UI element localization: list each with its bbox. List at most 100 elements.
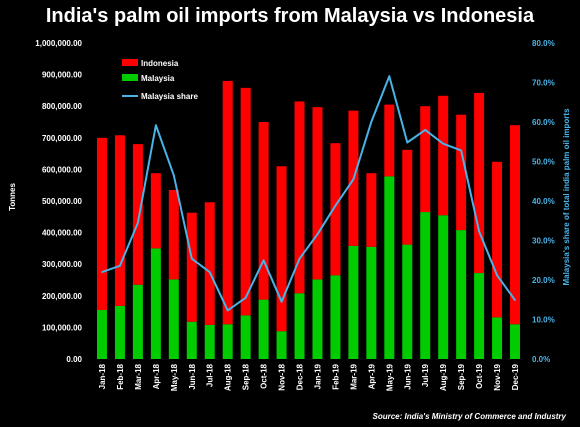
bar-indonesia — [312, 107, 323, 280]
y-tick-label: 700,000.00 — [42, 134, 83, 143]
y2-tick-label: 20.0% — [532, 276, 555, 285]
bar-malaysia — [96, 310, 107, 359]
point-malaysia-share — [388, 75, 391, 77]
y-tick-label: 500,000.00 — [42, 197, 83, 206]
bar-malaysia — [474, 273, 485, 359]
bar-indonesia — [474, 92, 485, 274]
y-tick-label: 0.00 — [66, 355, 82, 364]
x-tick-label: Feb-19 — [331, 363, 340, 389]
bar-indonesia — [240, 87, 251, 316]
bar-indonesia — [258, 122, 269, 300]
bar-indonesia — [438, 95, 449, 216]
bar-indonesia — [150, 173, 161, 249]
bar-malaysia — [348, 245, 359, 359]
y-tick-label: 400,000.00 — [42, 229, 83, 238]
bar-malaysia — [402, 244, 413, 359]
x-tick-label: Nov-18 — [278, 363, 287, 390]
x-tick-label: Aug-19 — [439, 363, 448, 391]
point-malaysia-share — [442, 142, 444, 145]
point-malaysia-share — [244, 296, 247, 299]
y-tick-label: 1,000,000.00 — [35, 39, 82, 48]
x-tick-label: Jan-18 — [98, 363, 107, 389]
bar-indonesia — [492, 161, 503, 318]
point-malaysia-share — [173, 174, 175, 177]
x-tick-label: Dec-19 — [511, 363, 520, 390]
point-malaysia-share — [280, 300, 283, 303]
point-malaysia-share — [298, 257, 301, 260]
x-tick-label: May-18 — [170, 363, 179, 391]
point-malaysia-share — [190, 257, 193, 260]
legend: Indonesia Malaysia Malaysia share — [122, 59, 198, 101]
bar-indonesia — [186, 212, 197, 322]
bar-malaysia — [438, 215, 449, 359]
point-malaysia-share — [352, 178, 355, 181]
bar-indonesia — [96, 137, 107, 311]
x-tick-label: Jun-18 — [188, 363, 197, 389]
bar-malaysia — [276, 331, 287, 359]
y-tick-label: 900,000.00 — [42, 71, 83, 80]
y2-tick-label: 30.0% — [532, 237, 555, 246]
bar-malaysia — [150, 248, 161, 359]
x-axis: Jan-18 Feb-18 Mar-18 Apr-18 May-18 Jun-18 Jul-… — [98, 363, 520, 391]
bar-malaysia — [240, 315, 251, 359]
point-malaysia-share — [137, 221, 139, 224]
y-axis-title: Tonnes — [8, 183, 17, 211]
bar-malaysia — [420, 212, 431, 359]
y2-tick-label: 50.0% — [532, 158, 555, 167]
bar-indonesia — [168, 189, 179, 280]
bar-indonesia — [132, 144, 143, 285]
legend-label-malaysia: Malaysia — [141, 74, 175, 83]
bar-indonesia — [510, 125, 521, 325]
bar-indonesia — [402, 149, 413, 245]
bar-indonesia — [456, 114, 467, 231]
bar-malaysia — [456, 230, 467, 359]
x-tick-label: Jul-18 — [206, 363, 215, 387]
x-tick-label: May-19 — [385, 363, 394, 391]
bar-malaysia — [258, 299, 269, 359]
point-malaysia-share — [316, 233, 319, 235]
y-tick-label: 600,000.00 — [42, 165, 83, 174]
y-tick-label: 200,000.00 — [42, 292, 83, 301]
bar-indonesia — [114, 135, 125, 306]
x-tick-label: Apr-18 — [152, 363, 161, 389]
y2-tick-label: 10.0% — [532, 316, 555, 325]
x-tick-label: Dec-18 — [296, 363, 305, 390]
bar-malaysia — [330, 275, 341, 359]
y-tick-label: 300,000.00 — [42, 260, 83, 269]
point-malaysia-share — [478, 230, 480, 233]
bar-malaysia — [186, 321, 197, 359]
bar-indonesia — [222, 80, 233, 325]
point-malaysia-share — [262, 259, 265, 262]
bar-malaysia — [294, 293, 305, 359]
point-malaysia-share — [514, 299, 516, 301]
y-tick-label: 100,000.00 — [42, 323, 83, 332]
x-tick-label: Nov-19 — [493, 363, 502, 390]
point-malaysia-share — [496, 274, 498, 277]
legend-label-indonesia: Indonesia — [141, 59, 179, 68]
bar-indonesia — [366, 173, 377, 247]
x-tick-label: Sep-19 — [457, 363, 466, 390]
point-malaysia-share — [334, 204, 337, 207]
x-tick-label: Mar-18 — [134, 363, 143, 389]
y2-tick-label: 70.0% — [532, 79, 555, 88]
x-tick-label: Oct-19 — [475, 363, 484, 388]
bar-malaysia — [384, 176, 395, 359]
x-tick-label: Feb-18 — [116, 363, 125, 389]
bar-malaysia — [312, 279, 323, 359]
y2-tick-label: 60.0% — [532, 118, 555, 127]
x-tick-label: Jun-19 — [403, 363, 412, 389]
legend-swatch-malaysia — [122, 74, 138, 81]
y-axis: 0.00 100,000.00 200,000.00 300,000.00 400,00… — [35, 39, 82, 364]
line-malaysia-share — [101, 75, 516, 312]
bar-indonesia — [276, 166, 287, 332]
bars — [96, 80, 521, 359]
x-tick-label: Sep-18 — [242, 363, 251, 390]
legend-label-malaysia-share: Malaysia share — [141, 92, 198, 101]
y2-tick-label: 40.0% — [532, 197, 555, 206]
bar-malaysia — [204, 324, 215, 359]
x-tick-label: Aug-18 — [224, 363, 233, 391]
bar-malaysia — [492, 317, 503, 359]
bar-indonesia — [420, 106, 431, 213]
bar-malaysia — [222, 324, 233, 359]
